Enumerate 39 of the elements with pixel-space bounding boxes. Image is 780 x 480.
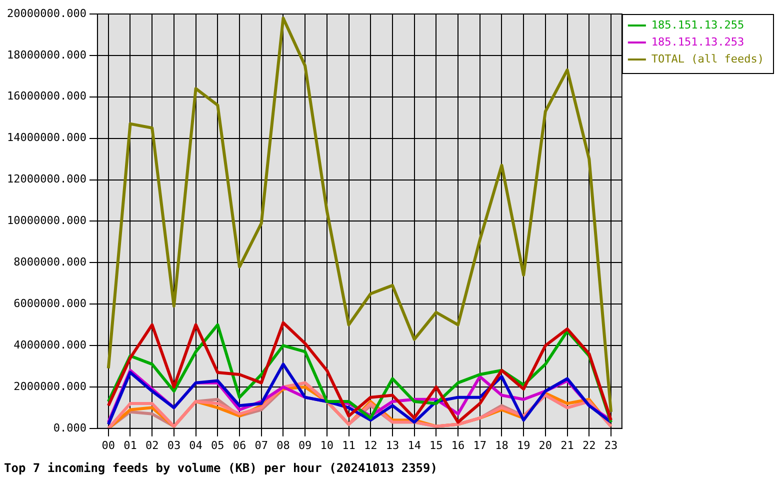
x-tick-label: 06 <box>232 438 246 452</box>
x-tick-label: 11 <box>342 438 356 452</box>
x-tick-label: 12 <box>364 438 378 452</box>
x-tick-label: 10 <box>320 438 334 452</box>
x-tick-label: 09 <box>298 438 312 452</box>
y-tick-label: 0.000 <box>53 421 86 434</box>
y-tick-label: 12000000.000 <box>6 172 86 186</box>
x-tick-label: 19 <box>516 438 530 452</box>
x-tick-label: 04 <box>189 438 203 452</box>
legend-label: 185.151.13.253 <box>651 35 744 48</box>
x-tick-label: 07 <box>254 438 268 452</box>
x-tick-label: 01 <box>124 438 137 452</box>
text: Top 7 incoming feeds by volume (KB) per hour (20241013 2359) <box>4 460 438 475</box>
legend-label: 185.151.13.255 <box>651 18 744 32</box>
y-tick-label: 18000000.000 <box>6 48 86 62</box>
y-tick-label: 8000000.000 <box>14 256 86 268</box>
x-tick-label: 14 <box>408 438 422 452</box>
x-tick-label: 00 <box>102 438 116 452</box>
y-tick-label: 16000000.000 <box>6 90 86 103</box>
x-tick-label: 16 <box>451 438 465 452</box>
y-tick-label: 2000000.000 <box>14 380 86 393</box>
y-tick-label: 14000000.000 <box>6 131 86 144</box>
x-tick-label: 18 <box>495 438 508 452</box>
y-tick-label: 10000000.000 <box>6 214 86 228</box>
x-tick-label: 17 <box>473 438 487 452</box>
x-tick-label: 08 <box>276 438 290 452</box>
y-tick-label: 4000000.000 <box>14 338 86 352</box>
y-tick-label: 20000000.000 <box>6 6 86 20</box>
x-tick-label: 02 <box>145 438 159 452</box>
x-tick-label: 05 <box>211 438 224 452</box>
y-tick-label: 6000000.000 <box>14 296 86 310</box>
x-tick-label: 20 <box>538 438 552 452</box>
x-tick-label: 23 <box>604 438 618 452</box>
x-tick-label: 21 <box>560 438 574 452</box>
legend-label: TOTAL (all feeds) <box>651 52 764 66</box>
x-tick-label: 13 <box>386 438 400 452</box>
x-tick-label: 15 <box>430 438 443 452</box>
x-tick-label: 22 <box>582 438 596 452</box>
x-tick-label: 03 <box>167 438 181 452</box>
